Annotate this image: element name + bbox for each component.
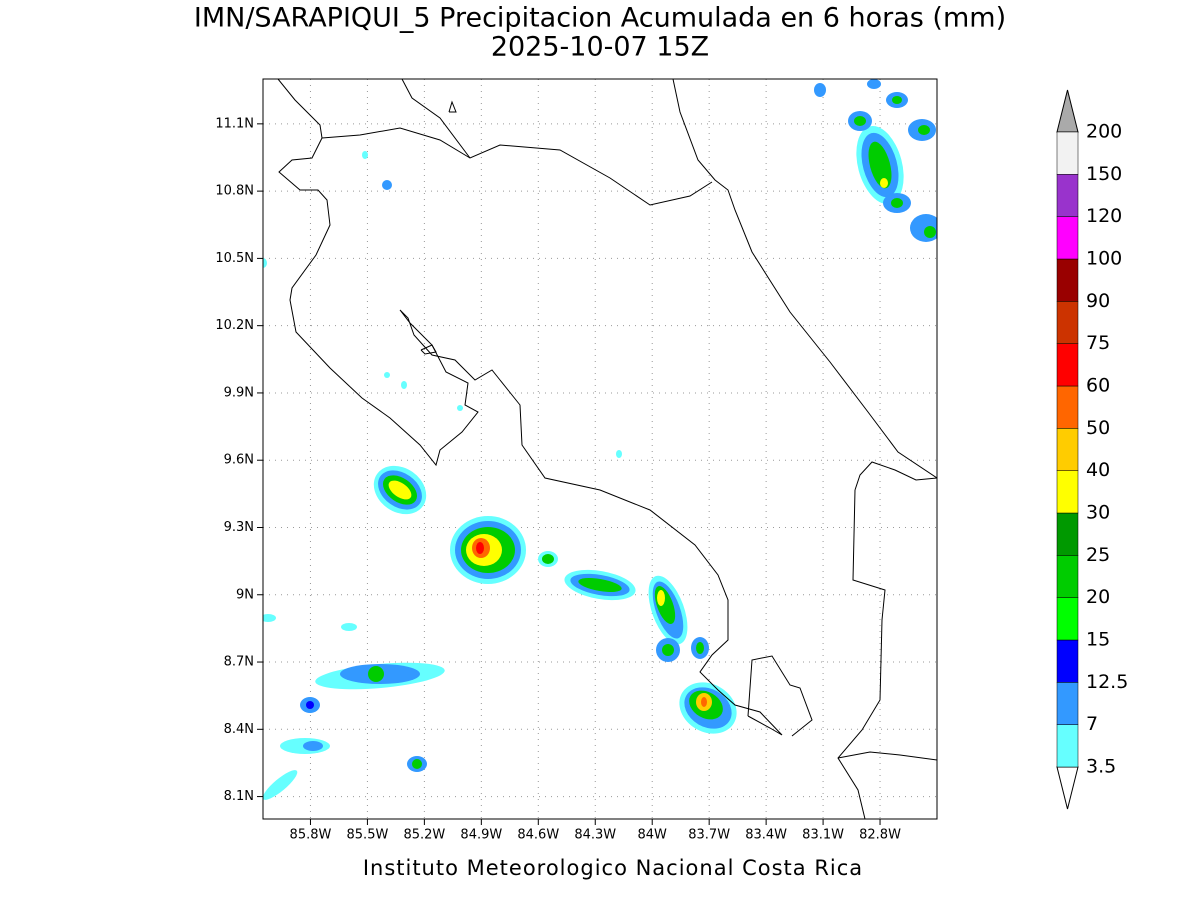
y-tick-label: 9.9N <box>224 385 254 400</box>
y-tick-label: 10.8N <box>215 184 254 199</box>
colorbar-over <box>1056 89 1079 133</box>
colorbar-swatch <box>1056 385 1079 429</box>
x-tick-label: 85.2W <box>403 828 445 843</box>
y-tick-label: 9N <box>236 587 254 602</box>
y-tick-label: 9.6N <box>224 453 254 468</box>
x-tick-label: 84.3W <box>574 828 616 843</box>
colorbar-swatch <box>1056 597 1079 641</box>
map-subtitle: 2025-10-07 15Z <box>491 32 709 63</box>
coastlines <box>277 79 937 819</box>
panama-border <box>837 489 886 819</box>
axis-ticks: 85.8W 85.5W 85.2W 84.9W 84.6W 84.3W 84W 83.7W 83… <box>215 116 901 842</box>
colorbar-label: 15 <box>1086 629 1110 651</box>
x-tick-label: 82.8W <box>859 828 901 843</box>
map-title: IMN/SARAPIQUI_5 Precipitacion Acumulada … <box>194 3 1006 34</box>
colorbar-label: 30 <box>1086 502 1110 524</box>
colorbar-label: 75 <box>1086 332 1110 354</box>
colorbar-swatch <box>1056 724 1079 768</box>
y-tick-label: 8.1N <box>224 789 254 804</box>
colorbar-swatch <box>1056 639 1079 683</box>
colorbar-swatch <box>1056 258 1079 302</box>
nicaragua-border <box>321 127 713 206</box>
colorbar: 3.5 7 12.5 15 20 25 30 40 50 60 75 90 100 120 150 200 <box>1056 89 1128 810</box>
colorbar-label: 20 <box>1086 586 1110 608</box>
colorbar-swatch <box>1056 131 1079 175</box>
osa-peninsula <box>747 655 813 737</box>
x-tick-label: 83.4W <box>745 828 787 843</box>
y-tick-label: 10.5N <box>215 251 254 266</box>
colorbar-label: 50 <box>1086 417 1110 439</box>
precip-blobs <box>263 79 937 800</box>
x-tick-label: 85.5W <box>347 828 389 843</box>
x-tick-label: 84.9W <box>460 828 502 843</box>
caribbean-coast <box>672 79 937 479</box>
colorbar-swatch <box>1056 470 1079 514</box>
colorbar-label: 200 <box>1086 121 1122 143</box>
footer: Instituto Meteorologico Nacional Costa R… <box>363 856 863 880</box>
colorbar-swatch <box>1056 174 1079 217</box>
colorbar-label: 90 <box>1086 290 1110 312</box>
panama-border <box>854 461 937 491</box>
colorbar-label: 120 <box>1086 205 1122 227</box>
colorbar-swatch <box>1056 216 1079 260</box>
colorbar-swatch <box>1056 555 1079 598</box>
colorbar-swatch <box>1056 343 1079 387</box>
colorbar-label: 60 <box>1086 375 1110 397</box>
colorbar-swatch <box>1056 428 1079 471</box>
x-tick-label: 84.6W <box>517 828 559 843</box>
precip-field <box>263 79 937 819</box>
colorbar-swatch <box>1056 682 1079 725</box>
pacific-coast <box>277 79 783 736</box>
y-tick-label: 9.3N <box>224 520 254 535</box>
x-tick-label: 84W <box>638 828 668 843</box>
colorbar-label: 7 <box>1086 713 1098 735</box>
y-tick-label: 8.4N <box>224 722 254 737</box>
colorbar-under <box>1056 766 1079 810</box>
island <box>420 344 437 355</box>
y-tick-label: 11.1N <box>215 116 254 131</box>
x-tick-label: 83.1W <box>802 828 844 843</box>
colorbar-label: 40 <box>1086 459 1110 481</box>
y-tick-label: 10.2N <box>215 318 254 333</box>
island <box>448 100 457 113</box>
lake-nicaragua <box>401 79 471 159</box>
y-tick-label: 8.7N <box>224 655 254 670</box>
x-tick-label: 85.8W <box>290 828 332 843</box>
colorbar-label: 150 <box>1086 163 1122 185</box>
colorbar-swatch <box>1056 301 1079 344</box>
colorbar-label: 12.5 <box>1086 671 1128 693</box>
grid <box>263 79 937 819</box>
colorbar-label: 3.5 <box>1086 756 1116 778</box>
panama-coast <box>837 751 937 761</box>
x-tick-label: 83.7W <box>688 828 730 843</box>
plot-frame <box>262 78 938 820</box>
colorbar-label: 25 <box>1086 544 1110 566</box>
colorbar-label: 100 <box>1086 248 1122 270</box>
colorbar-swatch <box>1056 512 1079 556</box>
